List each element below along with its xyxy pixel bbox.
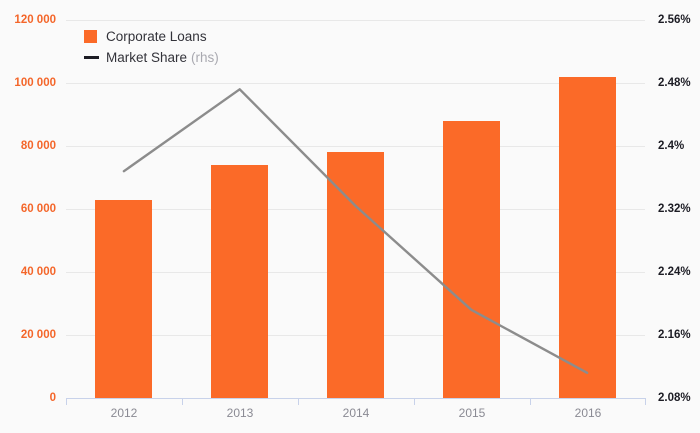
x-axis-tick [414,398,415,405]
y-axis-right-label: 2.48% [658,77,691,89]
bar-2012[interactable] [95,199,153,398]
x-axis-label-2016: 2016 [574,406,602,420]
legend-item-corporate-loans[interactable]: Corporate Loans [84,26,219,47]
x-axis-tick [530,398,531,405]
gridline [66,20,645,21]
y-axis-right-label: 2.32% [658,203,691,215]
y-axis-left-label: 40 000 [20,266,56,278]
bar-2014[interactable] [327,151,384,398]
legend-item-label: Corporate Loans [106,29,207,44]
y-axis-left-label: 60 000 [20,203,56,215]
line-swatch-icon [84,56,99,59]
y-axis-left-label: 0 [49,392,56,404]
x-axis-tick [66,398,67,405]
y-axis-left-label: 100 000 [14,77,56,89]
y-axis-left-label: 20 000 [20,329,56,341]
x-axis-label-2015: 2015 [458,406,486,420]
legend-item-market-share[interactable]: Market Share (rhs) [84,47,219,68]
bar-2015[interactable] [442,120,500,398]
x-axis-tick [298,398,299,405]
y-axis-right-label: 2.08% [658,392,691,404]
y-axis-right-label: 2.16% [658,329,691,341]
y-axis-left-label: 80 000 [20,140,56,152]
bar-2013[interactable] [211,164,269,398]
x-axis-label-2012: 2012 [110,406,138,420]
legend-item-label: Market Share [106,50,188,65]
chart-legend: Corporate Loans Market Share (rhs) [84,26,219,68]
y-axis-right-label: 2.4% [658,140,685,152]
x-axis-tick [182,398,183,405]
x-axis-line [66,398,645,399]
bar-2016[interactable] [558,76,616,398]
x-axis-label-2013: 2013 [226,406,254,420]
y-axis-right-label: 2.56% [658,14,691,26]
square-swatch-icon [84,30,97,43]
x-axis-label-2014: 2014 [342,406,370,420]
y-axis-right-label: 2.24% [658,266,691,278]
y-axis-left-label: 120 000 [14,14,56,26]
plot-area [66,20,645,398]
gridline [66,83,645,84]
legend-item-sublabel: (rhs) [191,50,219,65]
x-axis-tick [645,398,646,405]
